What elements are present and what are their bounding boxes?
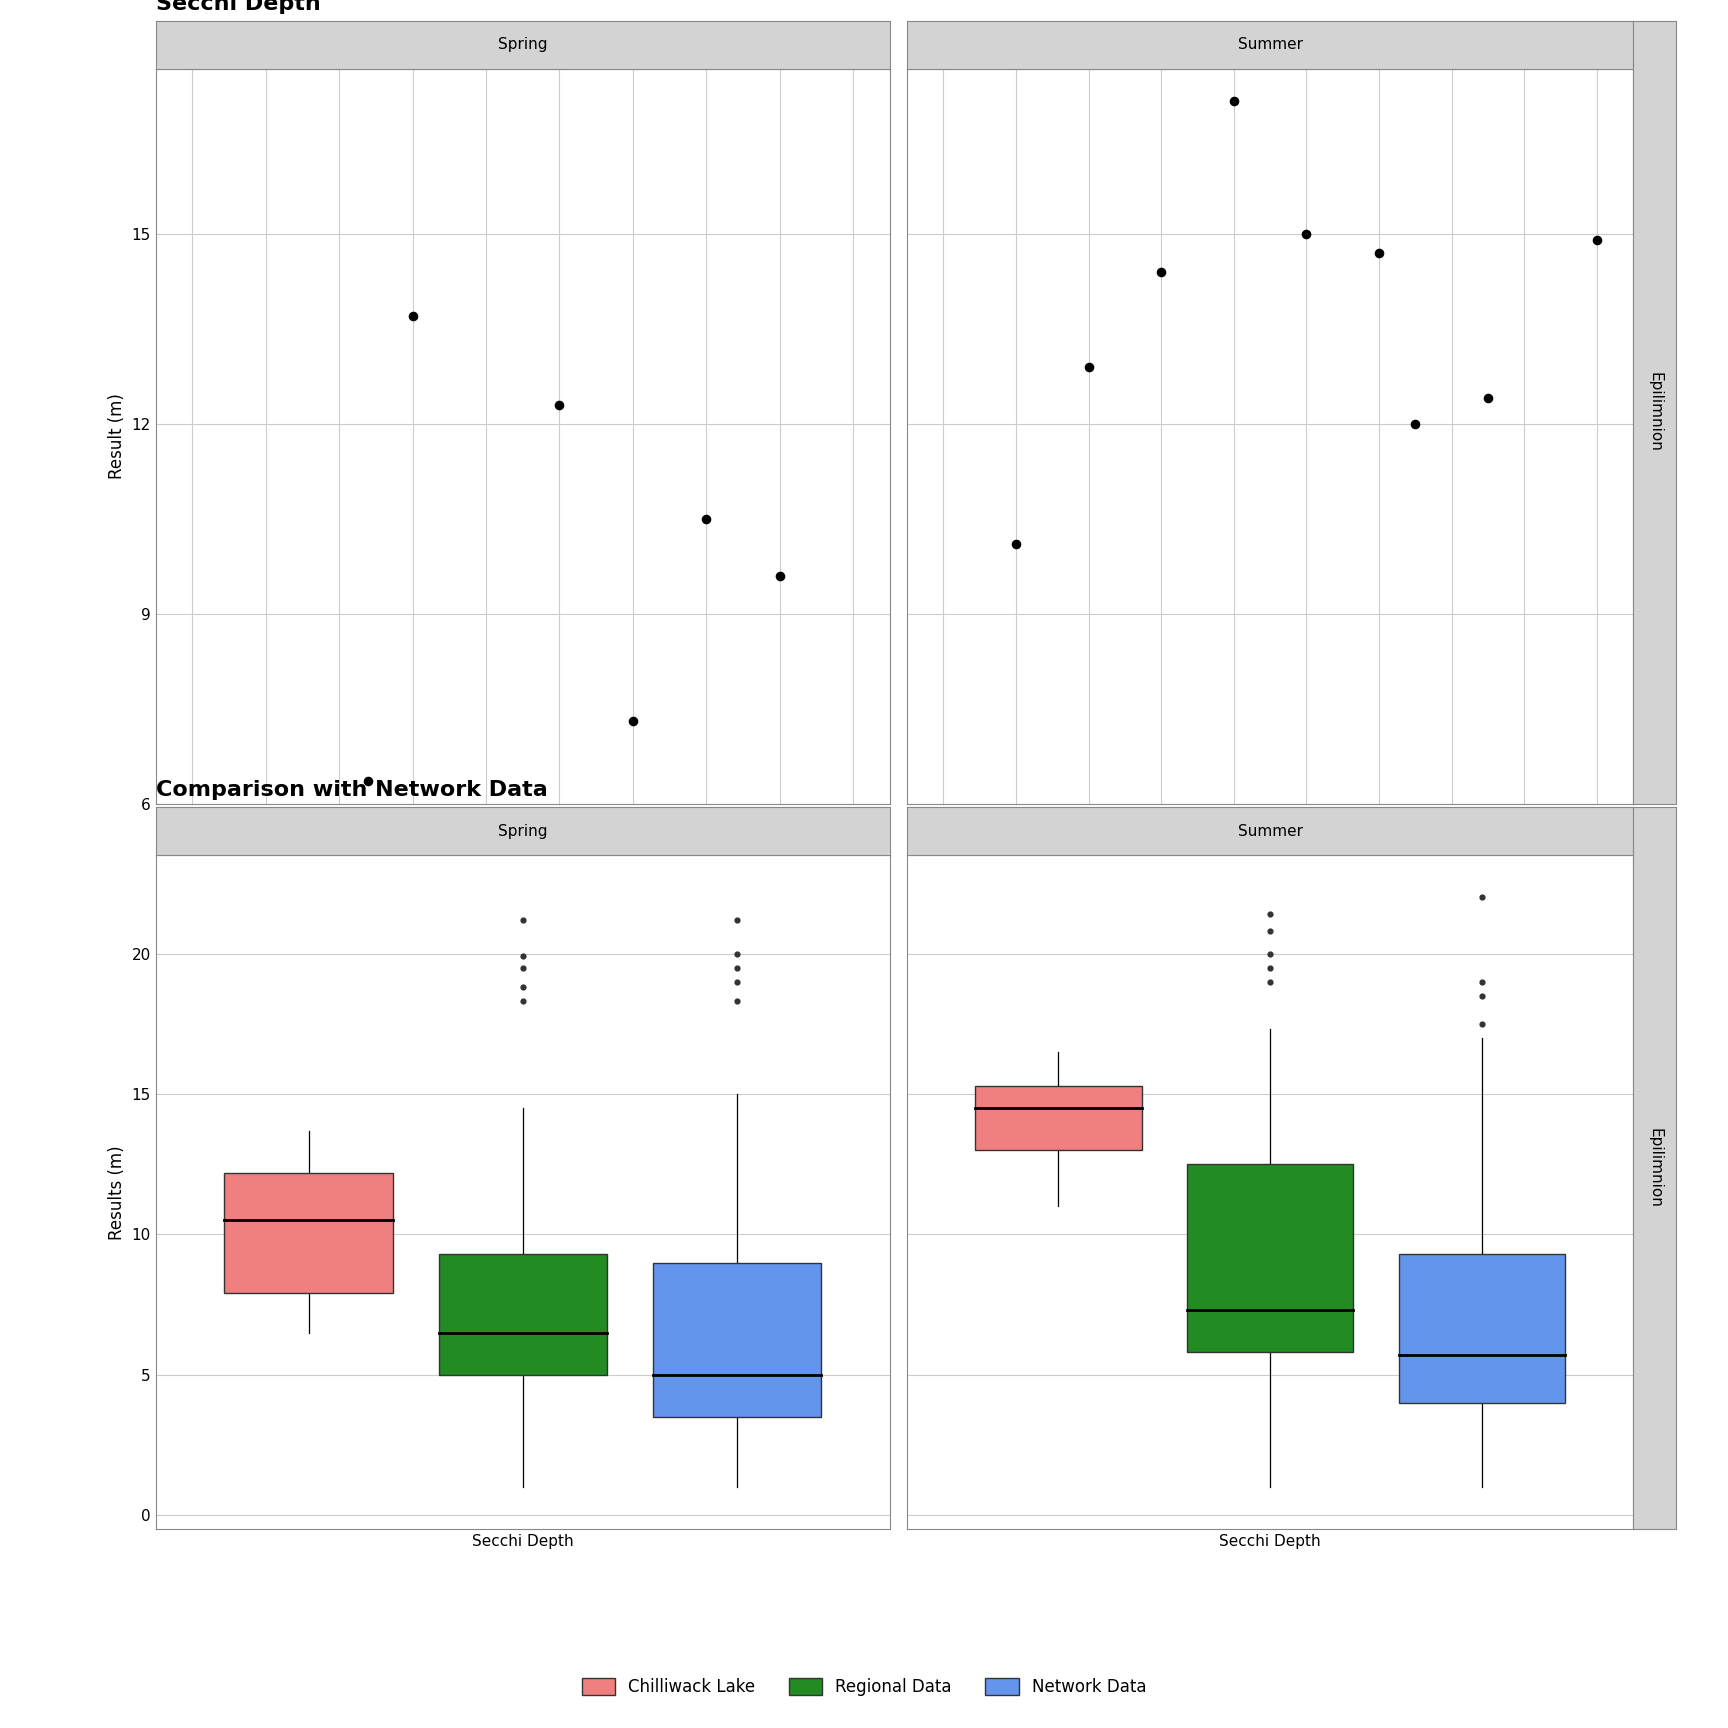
Point [399, 302, 427, 330]
Point [508, 905, 536, 933]
Point [1467, 982, 1495, 1009]
Bar [1398, 1255, 1566, 1403]
Point [1467, 883, 1495, 911]
Point [619, 707, 646, 734]
Point [1256, 918, 1284, 945]
Point [1256, 900, 1284, 928]
Point [693, 505, 721, 532]
Point [1467, 1009, 1495, 1037]
Point [1256, 940, 1284, 968]
Bar [1187, 1165, 1353, 1353]
Text: Epilimnion: Epilimnion [1647, 372, 1662, 453]
Bar [225, 1173, 392, 1293]
Point [508, 943, 536, 971]
Point [1002, 530, 1030, 558]
Point [1474, 385, 1502, 413]
Point [508, 954, 536, 982]
Text: Secchi Depth: Secchi Depth [156, 0, 320, 14]
Bar [653, 1263, 821, 1417]
Point [722, 988, 750, 1016]
Point [1256, 954, 1284, 982]
Point [1256, 968, 1284, 995]
Point [1401, 410, 1429, 437]
Legend: Chilliwack Lake, Regional Data, Network Data: Chilliwack Lake, Regional Data, Network … [575, 1671, 1153, 1702]
Point [546, 391, 574, 418]
Point [722, 905, 750, 933]
Bar [439, 1255, 607, 1375]
Point [1365, 238, 1393, 266]
Text: Summer: Summer [1237, 38, 1303, 52]
Point [1293, 219, 1320, 247]
Text: Summer: Summer [1237, 824, 1303, 838]
Point [1583, 226, 1610, 254]
Point [722, 968, 750, 995]
Y-axis label: Results (m): Results (m) [107, 1146, 126, 1239]
Point [354, 767, 382, 795]
Bar [975, 1085, 1142, 1151]
Point [1220, 86, 1248, 114]
Point [1467, 968, 1495, 995]
Point [1147, 257, 1175, 285]
Text: Spring: Spring [498, 38, 548, 52]
Point [508, 973, 536, 1001]
Text: Comparison with Network Data: Comparison with Network Data [156, 779, 548, 800]
Point [1075, 353, 1102, 380]
Y-axis label: Result (m): Result (m) [107, 394, 126, 479]
Point [722, 940, 750, 968]
Point [766, 562, 793, 589]
Text: Epilimnion: Epilimnion [1647, 1128, 1662, 1208]
Text: Spring: Spring [498, 824, 548, 838]
Point [722, 954, 750, 982]
Point [508, 988, 536, 1016]
